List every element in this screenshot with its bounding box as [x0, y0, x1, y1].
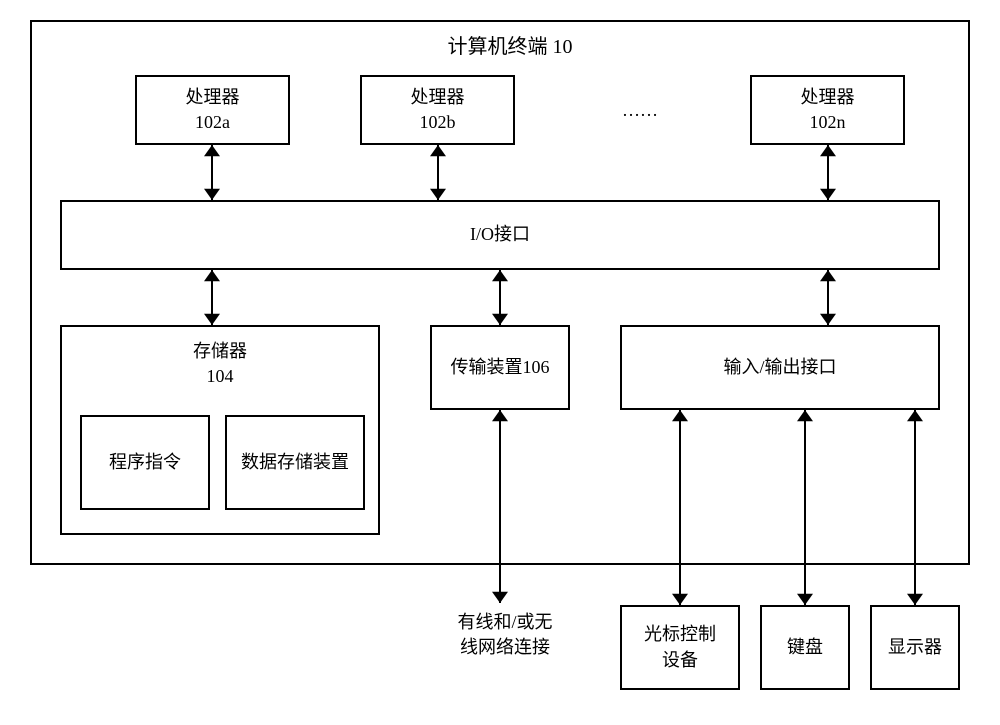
- node-io-interface: I/O接口: [60, 200, 940, 270]
- node-label: 程序指令: [109, 450, 181, 475]
- node-label: 处理器: [186, 85, 240, 110]
- node-io-port: 输入/输出接口: [620, 325, 940, 410]
- network-text: 有线和/或无 线网络连接: [435, 610, 575, 660]
- node-processor-n: 处理器 102n: [750, 75, 905, 145]
- node-transmission: 传输装置106: [430, 325, 570, 410]
- diagram-title: 计算机终端 10: [430, 30, 590, 59]
- node-memory-program: 程序指令: [80, 415, 210, 510]
- node-label: 数据存储装置: [241, 450, 349, 475]
- node-label: 存储器: [193, 339, 247, 364]
- node-label: 键盘: [787, 635, 823, 660]
- node-label: I/O接口: [470, 222, 530, 247]
- node-sublabel: 设备: [662, 648, 698, 673]
- node-sublabel: 102n: [810, 110, 846, 135]
- node-sublabel: 102b: [420, 110, 456, 135]
- node-label: 传输装置106: [451, 355, 550, 380]
- node-processor-a: 处理器 102a: [135, 75, 290, 145]
- node-sublabel: 102a: [195, 110, 230, 135]
- text-line1: 有线和/或无: [435, 610, 575, 635]
- node-label: 输入/输出接口: [723, 355, 836, 380]
- node-label: 显示器: [888, 635, 942, 660]
- node-processor-b: 处理器 102b: [360, 75, 515, 145]
- node-label: 光标控制: [644, 622, 716, 647]
- ellipsis-text: ……: [600, 100, 680, 121]
- diagram-canvas: 计算机终端 10 处理器 102a 处理器 102b 处理器 102n …… I…: [0, 0, 1000, 725]
- node-label: 处理器: [411, 85, 465, 110]
- text-line2: 线网络连接: [435, 635, 575, 660]
- node-sublabel: 104: [207, 364, 234, 389]
- node-display: 显示器: [870, 605, 960, 690]
- node-memory-data: 数据存储装置: [225, 415, 365, 510]
- node-cursor-device: 光标控制 设备: [620, 605, 740, 690]
- node-label: 处理器: [801, 85, 855, 110]
- node-keyboard: 键盘: [760, 605, 850, 690]
